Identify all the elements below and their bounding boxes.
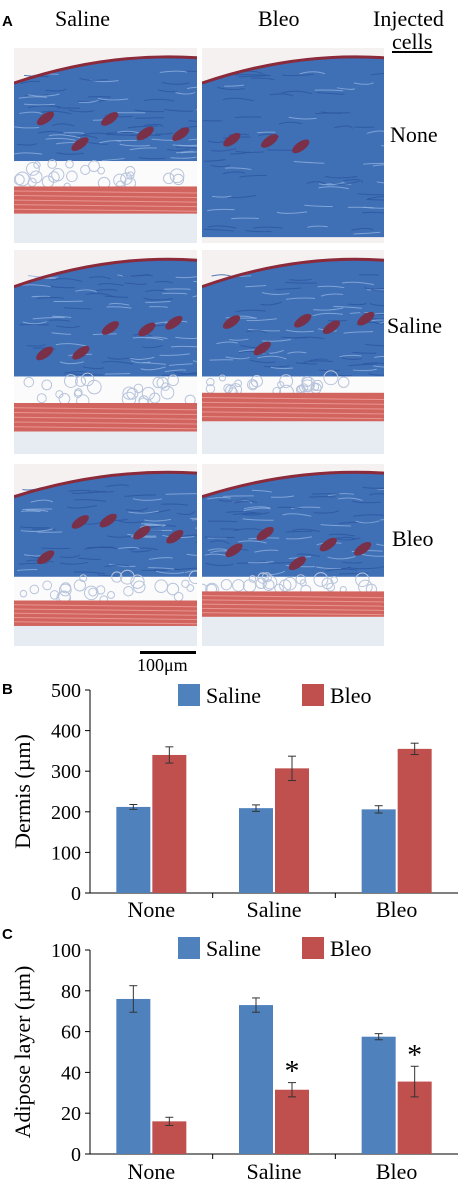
- adipose-legend-label-bleo: Bleo: [330, 936, 372, 961]
- panel-letter-b: B: [2, 681, 13, 698]
- micrograph-saline-bleo: [202, 250, 384, 454]
- adipose-bar-saline: [361, 1036, 396, 1154]
- micrograph-bleo-saline: [14, 464, 197, 646]
- adipose-y-axis-label: Adipose layer (µm): [10, 966, 35, 1139]
- adipose-significance-marker: *: [285, 1055, 300, 1088]
- column-header-bleo: Bleo: [258, 6, 300, 31]
- dermis-bar-bleo: [275, 768, 309, 893]
- scale-bar-line: [140, 651, 196, 654]
- adipose-y-tick-label: 60: [61, 1022, 81, 1044]
- dermis-bar-saline: [361, 809, 396, 893]
- adipose-bar-saline: [239, 1005, 273, 1154]
- adipose-bar-bleo: [152, 1121, 187, 1154]
- micrograph-saline-saline: [14, 250, 197, 454]
- micrograph-none-bleo: [202, 48, 384, 243]
- injected-header-line1: Injected: [373, 6, 444, 31]
- adipose-category-label: Saline: [247, 1159, 302, 1180]
- adipose-bar-bleo: [275, 1089, 309, 1154]
- dermis-y-tick-label: 400: [51, 721, 81, 743]
- dermis-legend-swatch-bleo: [302, 684, 324, 706]
- scale-bar-label: 100μm: [137, 655, 188, 675]
- adipose-legend-swatch-bleo: [302, 937, 324, 959]
- dermis-category-label: None: [128, 897, 176, 918]
- adipose-y-tick-label: 0: [71, 1144, 81, 1166]
- adipose-category-label: Bleo: [376, 1159, 418, 1180]
- dermis-y-tick-label: 300: [51, 761, 81, 783]
- adipose-bar-saline: [116, 998, 151, 1154]
- dermis-bar-saline: [239, 808, 273, 893]
- dermis-bar-bleo: [397, 748, 432, 893]
- dermis-y-tick-label: 200: [51, 802, 81, 824]
- micrograph-none-saline: [14, 48, 197, 243]
- dermis-y-tick-label: 500: [51, 680, 81, 702]
- adipose-y-tick-label: 80: [61, 981, 81, 1003]
- dermis-legend-swatch-saline: [178, 684, 200, 706]
- panel-letter-c: C: [2, 926, 13, 943]
- column-header-saline: Saline: [55, 6, 110, 31]
- dermis-bar-bleo: [152, 754, 187, 893]
- dermis-bar-chart: B 0 100 200 300 400 500 Dermis (µm) None Saline Bl…: [2, 680, 458, 918]
- micrograph-bleo-bleo: [202, 464, 384, 646]
- dermis-legend-label-bleo: Bleo: [330, 683, 372, 708]
- row-label-none: None: [390, 122, 438, 147]
- adipose-legend-label-saline: Saline: [206, 936, 261, 961]
- row-label-saline: Saline: [387, 313, 442, 338]
- panel-a-letter: A: [2, 13, 13, 30]
- adipose-y-tick-label: 40: [61, 1062, 81, 1084]
- dermis-category-label: Bleo: [376, 897, 418, 918]
- adipose-bar-chart: C 0 20 40 60 80 100 Adipose layer (µm) None Salin…: [2, 926, 458, 1180]
- dermis-bar-saline: [116, 806, 151, 893]
- adipose-y-tick-label: 20: [61, 1103, 81, 1125]
- adipose-legend-swatch-saline: [178, 937, 200, 959]
- row-label-bleo: Bleo: [392, 526, 434, 551]
- adipose-category-label: None: [128, 1159, 176, 1180]
- dermis-category-label: Saline: [247, 897, 302, 918]
- adipose-significance-marker: *: [407, 1038, 422, 1071]
- injected-header-line2: cells: [392, 29, 433, 54]
- dermis-y-tick-label: 100: [51, 842, 81, 864]
- adipose-y-tick-label: 100: [51, 940, 81, 962]
- dermis-y-tick-label: 0: [71, 883, 81, 905]
- dermis-y-axis-label: Dermis (µm): [10, 734, 35, 849]
- dermis-legend-label-saline: Saline: [206, 683, 261, 708]
